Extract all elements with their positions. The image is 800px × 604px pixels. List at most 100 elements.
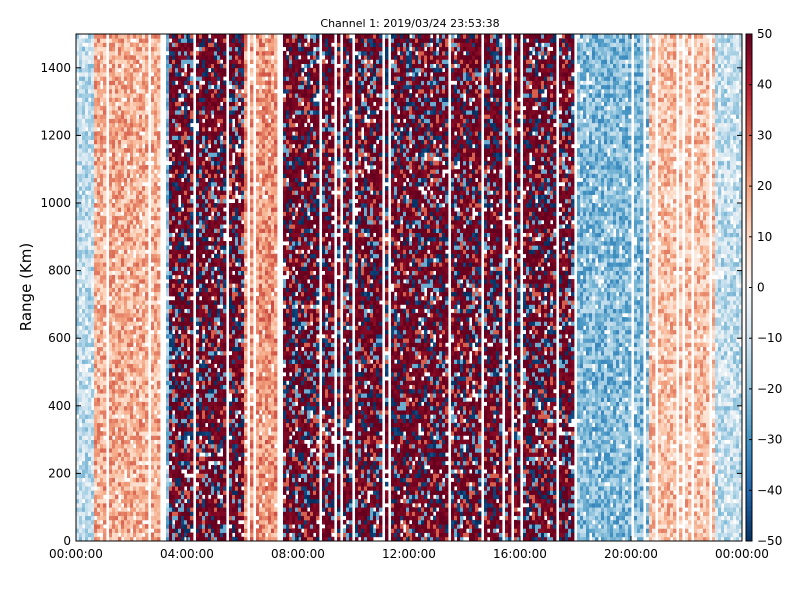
heatmap-cell — [109, 211, 112, 216]
heatmap-cell — [217, 440, 220, 445]
heatmap-cell — [94, 313, 97, 318]
heatmap-cell — [94, 68, 97, 73]
heatmap-cell — [178, 402, 181, 407]
heatmap-cell — [112, 495, 115, 500]
heatmap-cell — [202, 47, 205, 52]
heatmap-cell — [175, 478, 178, 483]
heatmap-cell — [121, 140, 124, 145]
heatmap-cell — [175, 131, 178, 136]
heatmap-cell — [166, 486, 169, 491]
heatmap-cell — [190, 499, 193, 504]
heatmap-cell — [94, 304, 97, 309]
heatmap-cell — [85, 359, 88, 364]
heatmap-cell — [154, 292, 157, 297]
heatmap-cell — [157, 195, 160, 200]
heatmap-cell — [124, 199, 127, 204]
heatmap-cell — [127, 499, 130, 504]
heatmap-cell — [190, 119, 193, 124]
heatmap-cell — [136, 161, 139, 166]
heatmap-cell — [97, 380, 100, 385]
heatmap-cell — [220, 309, 223, 314]
heatmap-cell — [127, 131, 130, 136]
heatmap-cell — [115, 368, 118, 373]
heatmap-cell — [175, 304, 178, 309]
heatmap-cell — [130, 507, 133, 512]
heatmap-cell — [205, 199, 208, 204]
heatmap-cell — [133, 80, 136, 85]
heatmap-cell — [127, 292, 130, 297]
heatmap-cell — [190, 135, 193, 140]
heatmap-cell — [157, 123, 160, 128]
heatmap-cell — [181, 317, 184, 322]
heatmap-cell — [169, 452, 172, 457]
heatmap-cell — [205, 431, 208, 436]
heatmap-cell — [136, 478, 139, 483]
heatmap-cell — [115, 106, 118, 111]
heatmap-cell — [214, 245, 217, 250]
heatmap-cell — [196, 465, 199, 470]
heatmap-cell — [88, 190, 91, 195]
heatmap-cell — [121, 499, 124, 504]
heatmap-cell — [103, 317, 106, 322]
heatmap-cell — [202, 165, 205, 170]
heatmap-cell — [115, 321, 118, 326]
heatmap-cell — [142, 338, 145, 343]
heatmap-cell — [172, 220, 175, 225]
heatmap-cell — [88, 448, 91, 453]
heatmap-cell — [169, 237, 172, 242]
heatmap-cell — [94, 440, 97, 445]
heatmap-cell — [205, 169, 208, 174]
heatmap-cell — [211, 249, 214, 254]
heatmap-cell — [187, 410, 190, 415]
heatmap-cell — [136, 389, 139, 394]
heatmap-cell — [199, 110, 202, 115]
heatmap-cell — [157, 372, 160, 377]
heatmap-cell — [211, 317, 214, 322]
heatmap-cell — [178, 457, 181, 462]
heatmap-cell — [145, 68, 148, 73]
heatmap-cell — [199, 495, 202, 500]
heatmap-cell — [97, 414, 100, 419]
heatmap-cell — [175, 144, 178, 149]
heatmap-cell — [82, 440, 85, 445]
heatmap-cell — [109, 478, 112, 483]
heatmap-cell — [172, 254, 175, 259]
heatmap-cell — [76, 397, 79, 402]
heatmap-cell — [145, 173, 148, 178]
heatmap-cell — [118, 520, 121, 525]
heatmap-cell — [175, 152, 178, 157]
heatmap-cell — [220, 414, 223, 419]
heatmap-cell — [211, 473, 214, 478]
heatmap-cell — [205, 478, 208, 483]
heatmap-cell — [145, 254, 148, 259]
heatmap-cell — [223, 283, 226, 288]
heatmap-cell — [187, 161, 190, 166]
heatmap-cell — [217, 182, 220, 187]
heatmap-cell — [127, 195, 130, 200]
heatmap-cell — [199, 465, 202, 470]
heatmap-cell — [139, 47, 142, 52]
heatmap-cell — [220, 38, 223, 43]
heatmap-cell — [157, 275, 160, 280]
heatmap-cell — [181, 38, 184, 43]
heatmap-cell — [127, 309, 130, 314]
heatmap-cell — [88, 119, 91, 124]
heatmap-cell — [79, 152, 82, 157]
heatmap-cell — [184, 461, 187, 466]
heatmap-cell — [169, 292, 172, 297]
heatmap-cell — [184, 351, 187, 356]
heatmap-cell — [208, 444, 211, 449]
heatmap-cell — [175, 190, 178, 195]
heatmap-cell — [97, 309, 100, 314]
heatmap-cell — [85, 224, 88, 229]
heatmap-cell — [142, 178, 145, 183]
heatmap-cell — [178, 376, 181, 381]
heatmap-cell — [118, 228, 121, 233]
heatmap-cell — [139, 182, 142, 187]
heatmap-cell — [184, 59, 187, 64]
heatmap-cell — [127, 393, 130, 398]
heatmap-cell — [172, 511, 175, 516]
heatmap-cell — [178, 397, 181, 402]
heatmap-cell — [214, 173, 217, 178]
heatmap-cell — [112, 355, 115, 360]
